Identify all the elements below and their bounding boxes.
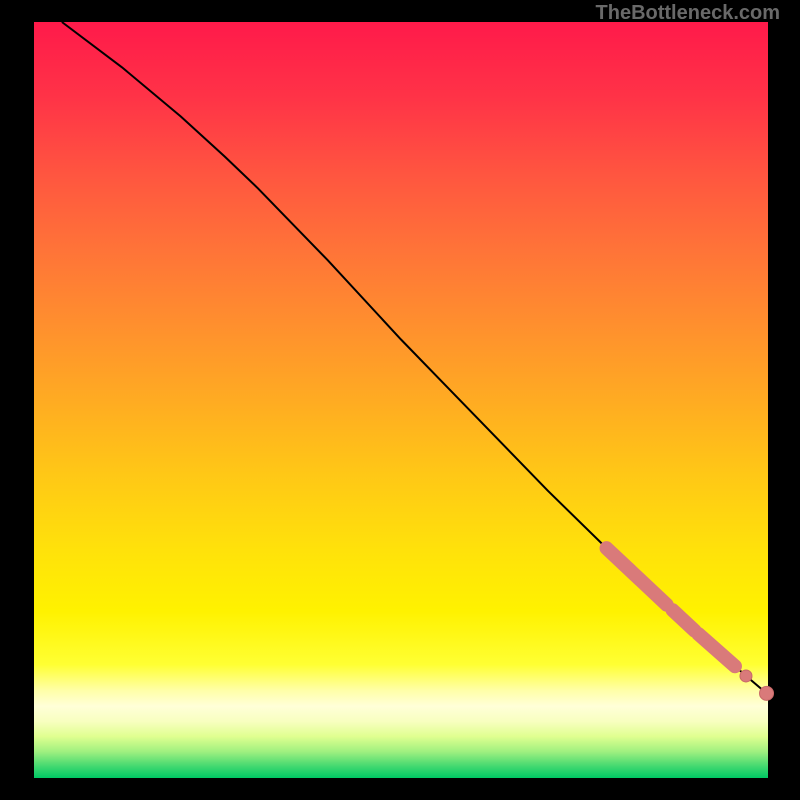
attribution-text: TheBottleneck.com [596, 2, 780, 25]
chart-container: TheBottleneck.com [0, 0, 800, 800]
bottleneck-chart [0, 0, 800, 800]
